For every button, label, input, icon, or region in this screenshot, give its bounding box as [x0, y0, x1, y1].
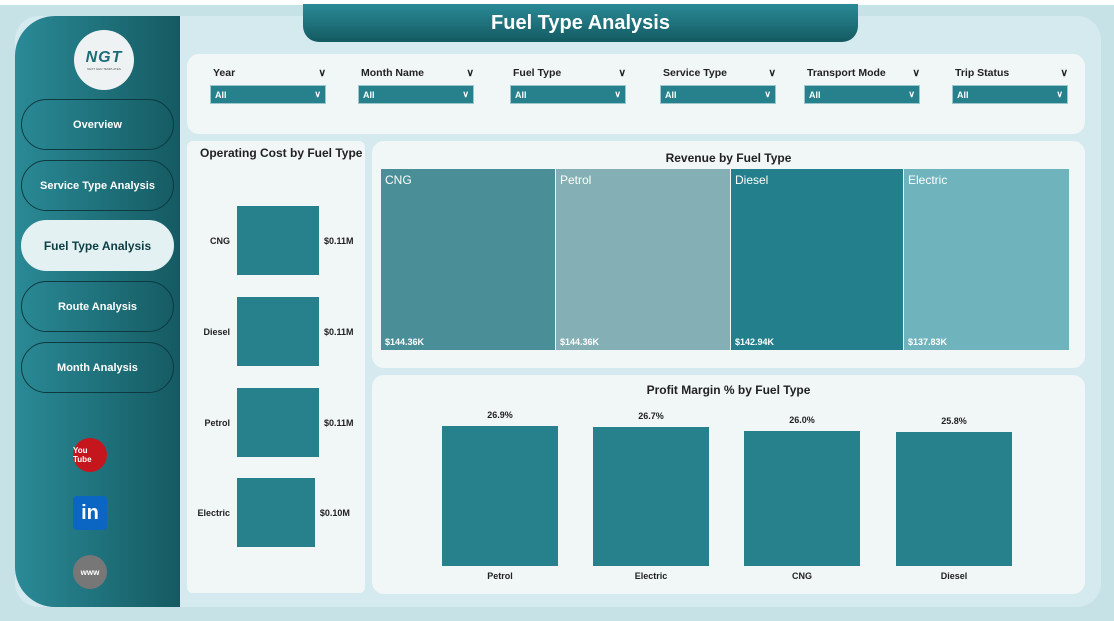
data-label: 26.0% — [789, 414, 815, 425]
nav-overview[interactable]: Overview — [21, 99, 174, 150]
filter-label-text: Fuel Type — [513, 67, 562, 79]
data-label: 26.9% — [487, 410, 513, 421]
nav-month-analysis[interactable]: Month Analysis — [21, 342, 174, 393]
operating-cost-title: Operating Cost by Fuel Type — [200, 146, 363, 160]
category-label: Petrol — [204, 418, 230, 428]
filter-label: Trip Status ∨ — [952, 67, 1068, 85]
filter-dropdown[interactable]: All ∨ — [952, 85, 1068, 104]
tile-label: Diesel — [735, 173, 769, 187]
filter-trip-status: Trip Status ∨ All ∨ — [952, 67, 1068, 104]
chevron-down-icon[interactable]: ∨ — [462, 89, 469, 99]
data-label: $0.10M — [319, 508, 350, 518]
filter-transport-mode: Transport Mode ∨ All ∨ — [804, 67, 920, 104]
filter-value: All — [665, 89, 677, 100]
filter-value: All — [515, 89, 527, 100]
linkedin-icon[interactable]: in — [73, 496, 107, 530]
profit-margin-bar — [442, 426, 558, 566]
filter-label-text: Trip Status — [955, 67, 1010, 79]
filter-label: Service Type ∨ — [660, 67, 776, 85]
chevron-down-icon[interactable]: ∨ — [614, 89, 621, 99]
filter-label: Year ∨ — [210, 67, 326, 85]
tile-value: $144.36K — [385, 337, 425, 347]
treemap-tile-diesel[interactable]: Diesel $142.94K — [731, 169, 903, 350]
globe-icon[interactable]: www — [73, 555, 107, 589]
nav-fuel-type-analysis[interactable]: Fuel Type Analysis — [21, 220, 174, 271]
filter-dropdown[interactable]: All ∨ — [804, 85, 920, 104]
tile-value: $137.83K — [908, 337, 948, 347]
data-label: 25.8% — [941, 415, 967, 426]
profit-margin-bar — [896, 431, 1012, 566]
chevron-down-icon[interactable]: ∨ — [466, 67, 474, 79]
nav-route-analysis[interactable]: Route Analysis — [21, 281, 174, 332]
nav-service-type-analysis[interactable]: Service Type Analysis — [21, 160, 174, 211]
chevron-down-icon[interactable]: ∨ — [768, 67, 776, 79]
filter-panel — [187, 54, 1085, 134]
category-label: CNG — [210, 236, 230, 246]
profit-margin-bar — [744, 430, 860, 566]
filter-label-text: Month Name — [361, 67, 424, 79]
tile-label: Electric — [908, 173, 948, 187]
treemap-tile-cng[interactable]: CNG $144.36K — [381, 169, 555, 350]
category-label: Electric — [634, 571, 668, 581]
youtube-icon[interactable]: You Tube — [73, 438, 107, 472]
filter-service-type: Service Type ∨ All ∨ — [660, 67, 776, 104]
operating-cost-bar — [237, 206, 319, 275]
profit-margin-bar — [593, 427, 709, 566]
filter-month-name: Month Name ∨ All ∨ — [358, 67, 474, 104]
filter-year: Year ∨ All ∨ — [210, 67, 326, 104]
filter-label-text: Year — [213, 67, 236, 79]
chevron-down-icon[interactable]: ∨ — [764, 89, 771, 99]
page-title: Fuel Type Analysis — [303, 4, 858, 42]
filter-dropdown[interactable]: All ∨ — [210, 85, 326, 104]
category-label: Diesel — [203, 327, 230, 337]
operating-cost-bar — [237, 297, 319, 366]
filter-label: Fuel Type ∨ — [510, 67, 626, 85]
chevron-down-icon[interactable]: ∨ — [314, 89, 321, 99]
data-label: 26.7% — [638, 411, 664, 422]
logo: NGT NEXT GEN TEMPLATES — [74, 30, 134, 90]
category-label: Electric — [197, 508, 230, 518]
chevron-down-icon[interactable]: ∨ — [908, 89, 915, 99]
category-label: Petrol — [487, 571, 513, 581]
filter-dropdown[interactable]: All ∨ — [660, 85, 776, 104]
category-label: Diesel — [940, 571, 968, 581]
chevron-down-icon[interactable]: ∨ — [618, 67, 626, 79]
data-label: $0.11M — [324, 418, 354, 428]
filter-value: All — [363, 89, 375, 100]
filter-value: All — [957, 89, 969, 100]
tile-label: Petrol — [560, 173, 592, 187]
operating-cost-bar — [237, 388, 319, 457]
tile-value: $144.36K — [560, 337, 600, 347]
chevron-down-icon[interactable]: ∨ — [912, 67, 920, 79]
filter-fuel-type: Fuel Type ∨ All ∨ — [510, 67, 626, 104]
category-label: CNG — [792, 571, 812, 581]
filter-label: Month Name ∨ — [358, 67, 474, 85]
chevron-down-icon[interactable]: ∨ — [1060, 67, 1068, 79]
filter-label-text: Service Type — [663, 67, 728, 79]
treemap-tile-petrol[interactable]: Petrol $144.36K — [556, 169, 730, 350]
chevron-down-icon[interactable]: ∨ — [1056, 89, 1063, 99]
operating-cost-bar — [237, 478, 315, 547]
chevron-down-icon[interactable]: ∨ — [318, 67, 326, 79]
tile-label: CNG — [385, 173, 412, 187]
filter-label-text: Transport Mode — [807, 67, 886, 79]
filter-label: Transport Mode ∨ — [804, 67, 920, 85]
filter-value: All — [809, 89, 821, 100]
filter-value: All — [215, 89, 227, 100]
tile-value: $142.94K — [735, 337, 775, 347]
profit-margin-title: Profit Margin % by Fuel Type — [646, 383, 811, 397]
treemap-tile-electric[interactable]: Electric $137.83K — [904, 169, 1069, 350]
revenue-title: Revenue by Fuel Type — [665, 151, 792, 165]
data-label: $0.11M — [324, 236, 354, 246]
filter-dropdown[interactable]: All ∨ — [358, 85, 474, 104]
data-label: $0.11M — [324, 327, 354, 337]
filter-dropdown[interactable]: All ∨ — [510, 85, 626, 104]
top-bar — [0, 0, 1114, 5]
